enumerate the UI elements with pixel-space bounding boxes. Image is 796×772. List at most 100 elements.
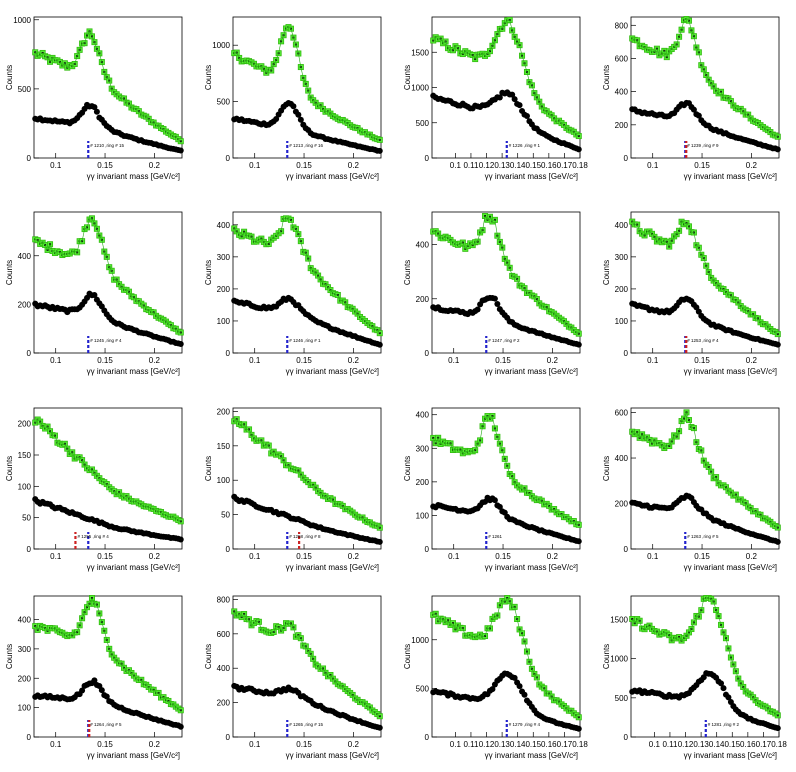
y-tick-label: 0 <box>27 733 32 742</box>
x-axis-label: γγ invariant mass [GeV/c²] <box>485 563 578 572</box>
data-point-lower <box>774 725 781 732</box>
plot-frame <box>431 211 581 354</box>
data-point-lower <box>491 295 498 302</box>
y-tick-label: 400 <box>217 664 231 673</box>
plot-frame <box>232 595 382 738</box>
data-point-lower <box>720 685 727 692</box>
plot-frame <box>232 407 382 550</box>
x-tick-label: 0.17 <box>756 740 772 749</box>
x-tick-label: 0.16 <box>541 161 557 170</box>
y-tick-label: 200 <box>18 420 32 429</box>
y-tick-label: 0 <box>226 349 231 358</box>
x-axis-label: γγ invariant mass [GeV/c²] <box>286 563 379 572</box>
y-tick-label: 0 <box>226 154 231 163</box>
y-tick-label: 400 <box>18 252 32 261</box>
plot-frame <box>630 595 780 738</box>
x-tick-label: 0.2 <box>149 161 161 170</box>
series-line-upper <box>433 597 579 718</box>
x-tick-label: 0.13 <box>693 740 709 749</box>
y-axis-label: Counts <box>403 644 412 669</box>
x-tick-label: 0.1 <box>50 356 62 365</box>
data-point-lower <box>91 677 98 684</box>
y-tick-label: 300 <box>416 444 430 453</box>
y-axis-label: Counts <box>204 65 213 90</box>
y-tick-label: 100 <box>416 511 430 520</box>
y-tick-label: 100 <box>18 482 32 491</box>
y-tick-label: 400 <box>615 221 629 230</box>
panel-6: 0 100 200 300 400 0.1 0.15 0.2 Counts γγ invarian… <box>204 211 383 376</box>
y-tick-label: 300 <box>217 253 231 262</box>
data-point-lower <box>575 725 582 732</box>
x-tick-label: 0.1 <box>249 552 261 561</box>
x-tick-label: 0.15 <box>724 740 740 749</box>
y-tick-label: 200 <box>615 285 629 294</box>
panel-12: 0 200 400 600 0.1 0.15 0.2 Counts γγ invariant m… <box>602 407 781 572</box>
y-tick-label: 0 <box>226 545 231 554</box>
x-tick-label: 0.16 <box>541 740 557 749</box>
x-tick-label: 0.2 <box>348 161 360 170</box>
plot-frame <box>630 407 780 550</box>
data-point-lower <box>496 503 503 510</box>
y-axis-label: Counts <box>602 644 611 669</box>
x-axis-label: γγ invariant mass [GeV/c²] <box>87 172 180 181</box>
series-line-upper <box>632 18 778 137</box>
y-axis-label: Counts <box>204 260 213 285</box>
annotation-label: # 1226 ,ring # 1 <box>509 143 541 148</box>
x-tick-label: 0.15 <box>694 161 710 170</box>
data-point-lower <box>774 341 781 348</box>
plot-frame <box>630 16 780 159</box>
x-tick-label: 0.1 <box>50 740 62 749</box>
annotation-label: # 1246 ,ring # 1 <box>289 338 321 343</box>
y-tick-label: 1500 <box>610 616 628 625</box>
x-tick-label: 0.15 <box>97 161 113 170</box>
y-tick-label: 1000 <box>411 636 429 645</box>
data-point-lower <box>376 538 383 545</box>
x-axis-label: γγ invariant mass [GeV/c²] <box>87 367 180 376</box>
plot-frame <box>232 16 382 159</box>
y-tick-label: 0 <box>624 733 629 742</box>
data-point-lower <box>774 146 781 153</box>
y-tick-label: 400 <box>18 616 32 625</box>
x-tick-label: 0.2 <box>547 356 559 365</box>
x-tick-label: 0.18 <box>572 740 588 749</box>
x-tick-label: 0.15 <box>296 161 312 170</box>
x-tick-label: 0.15 <box>525 161 541 170</box>
y-tick-label: 200 <box>18 300 32 309</box>
x-tick-label: 0.15 <box>296 552 312 561</box>
y-tick-label: 800 <box>217 595 231 604</box>
data-point-lower <box>516 102 523 109</box>
y-tick-label: 200 <box>217 285 231 294</box>
data-point-lower <box>295 111 302 118</box>
plot-frame <box>33 407 183 550</box>
annotation-label: # 1281 ,ring # 2 <box>708 722 740 727</box>
data-point-lower <box>774 538 781 545</box>
y-tick-label: 200 <box>615 121 629 130</box>
data-point-lower <box>496 94 503 101</box>
y-axis-label: Counts <box>5 456 14 481</box>
y-tick-label: 1500 <box>411 48 429 57</box>
x-tick-label: 0.1 <box>450 740 462 749</box>
y-axis-label: Counts <box>204 644 213 669</box>
x-tick-label: 0.2 <box>746 161 758 170</box>
plot-frame <box>33 16 183 159</box>
data-point-lower <box>103 693 110 700</box>
x-tick-label: 0.12 <box>479 161 495 170</box>
annotation-label: # 1247 ,ring # 2 <box>488 338 520 343</box>
x-tick-label: 0.16 <box>740 740 756 749</box>
x-tick-label: 0.15 <box>97 740 113 749</box>
x-tick-label: 0.15 <box>694 356 710 365</box>
y-axis-label: Counts <box>403 65 412 90</box>
x-axis-label: γγ invariant mass [GeV/c²] <box>485 751 578 760</box>
data-point-lower <box>523 113 530 120</box>
plot-frame <box>431 595 581 738</box>
panel-14: 0 200 400 600 800 0.1 0.15 0.2 Counts γγ invarian… <box>204 595 383 760</box>
data-point-lower <box>575 538 582 545</box>
y-tick-label: 500 <box>416 684 430 693</box>
y-tick-label: 50 <box>22 514 31 523</box>
series-line-upper <box>35 217 181 333</box>
y-tick-label: 0 <box>226 733 231 742</box>
y-tick-label: 500 <box>217 98 231 107</box>
data-point-lower <box>690 106 697 113</box>
